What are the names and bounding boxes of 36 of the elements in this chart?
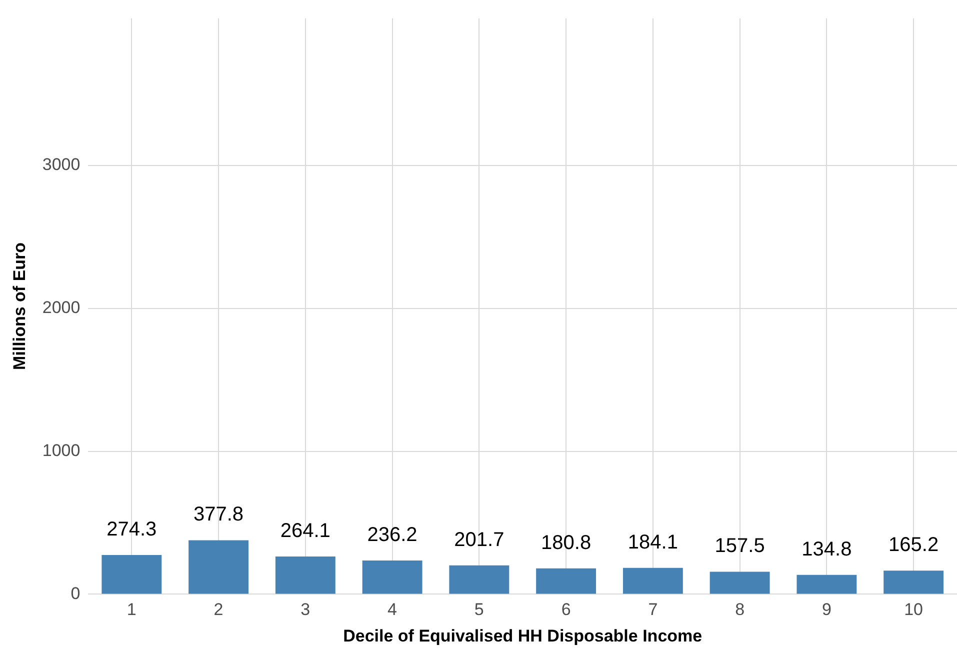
bar: [710, 572, 770, 594]
data-label: 134.8: [802, 538, 852, 560]
x-tick-label: 9: [822, 600, 832, 620]
bar: [449, 565, 510, 594]
data-label: 377.8: [194, 504, 244, 526]
y-tick-label: 1000: [42, 440, 80, 460]
x-tick-label: 5: [474, 600, 484, 620]
x-tick-label: 8: [735, 600, 745, 620]
bar: [102, 554, 162, 594]
bar: [362, 560, 422, 594]
x-tick-label: 1: [126, 600, 136, 620]
x-tick-label: 10: [904, 600, 924, 620]
bar: [275, 556, 336, 594]
y-axis-title: Millions of Euro: [10, 242, 29, 370]
data-label: 157.5: [714, 535, 765, 558]
y-tick-label: 2000: [42, 298, 80, 318]
data-label: 264.1: [280, 520, 330, 542]
x-tick-label: 4: [388, 600, 398, 620]
data-label: 201.7: [454, 528, 504, 551]
x-axis-title: Decile of Equivalised HH Disposable Income: [343, 626, 702, 646]
x-tick-label: 2: [214, 600, 224, 620]
data-label: 180.8: [541, 532, 592, 554]
x-tick-label: 6: [561, 600, 571, 620]
bar: [622, 568, 683, 594]
data-label: 274.3: [106, 518, 157, 541]
y-tick-label: 0: [70, 584, 80, 603]
x-tick-label: 7: [648, 600, 658, 620]
data-label: 184.1: [628, 531, 678, 554]
bar: [884, 570, 944, 594]
bar: [536, 568, 596, 594]
data-label: 165.2: [888, 534, 939, 556]
bar: [188, 540, 249, 594]
data-label: 236.2: [367, 524, 418, 546]
x-tick-label: 3: [300, 600, 310, 620]
y-tick-label: 3000: [42, 155, 80, 174]
bar: [796, 574, 857, 594]
